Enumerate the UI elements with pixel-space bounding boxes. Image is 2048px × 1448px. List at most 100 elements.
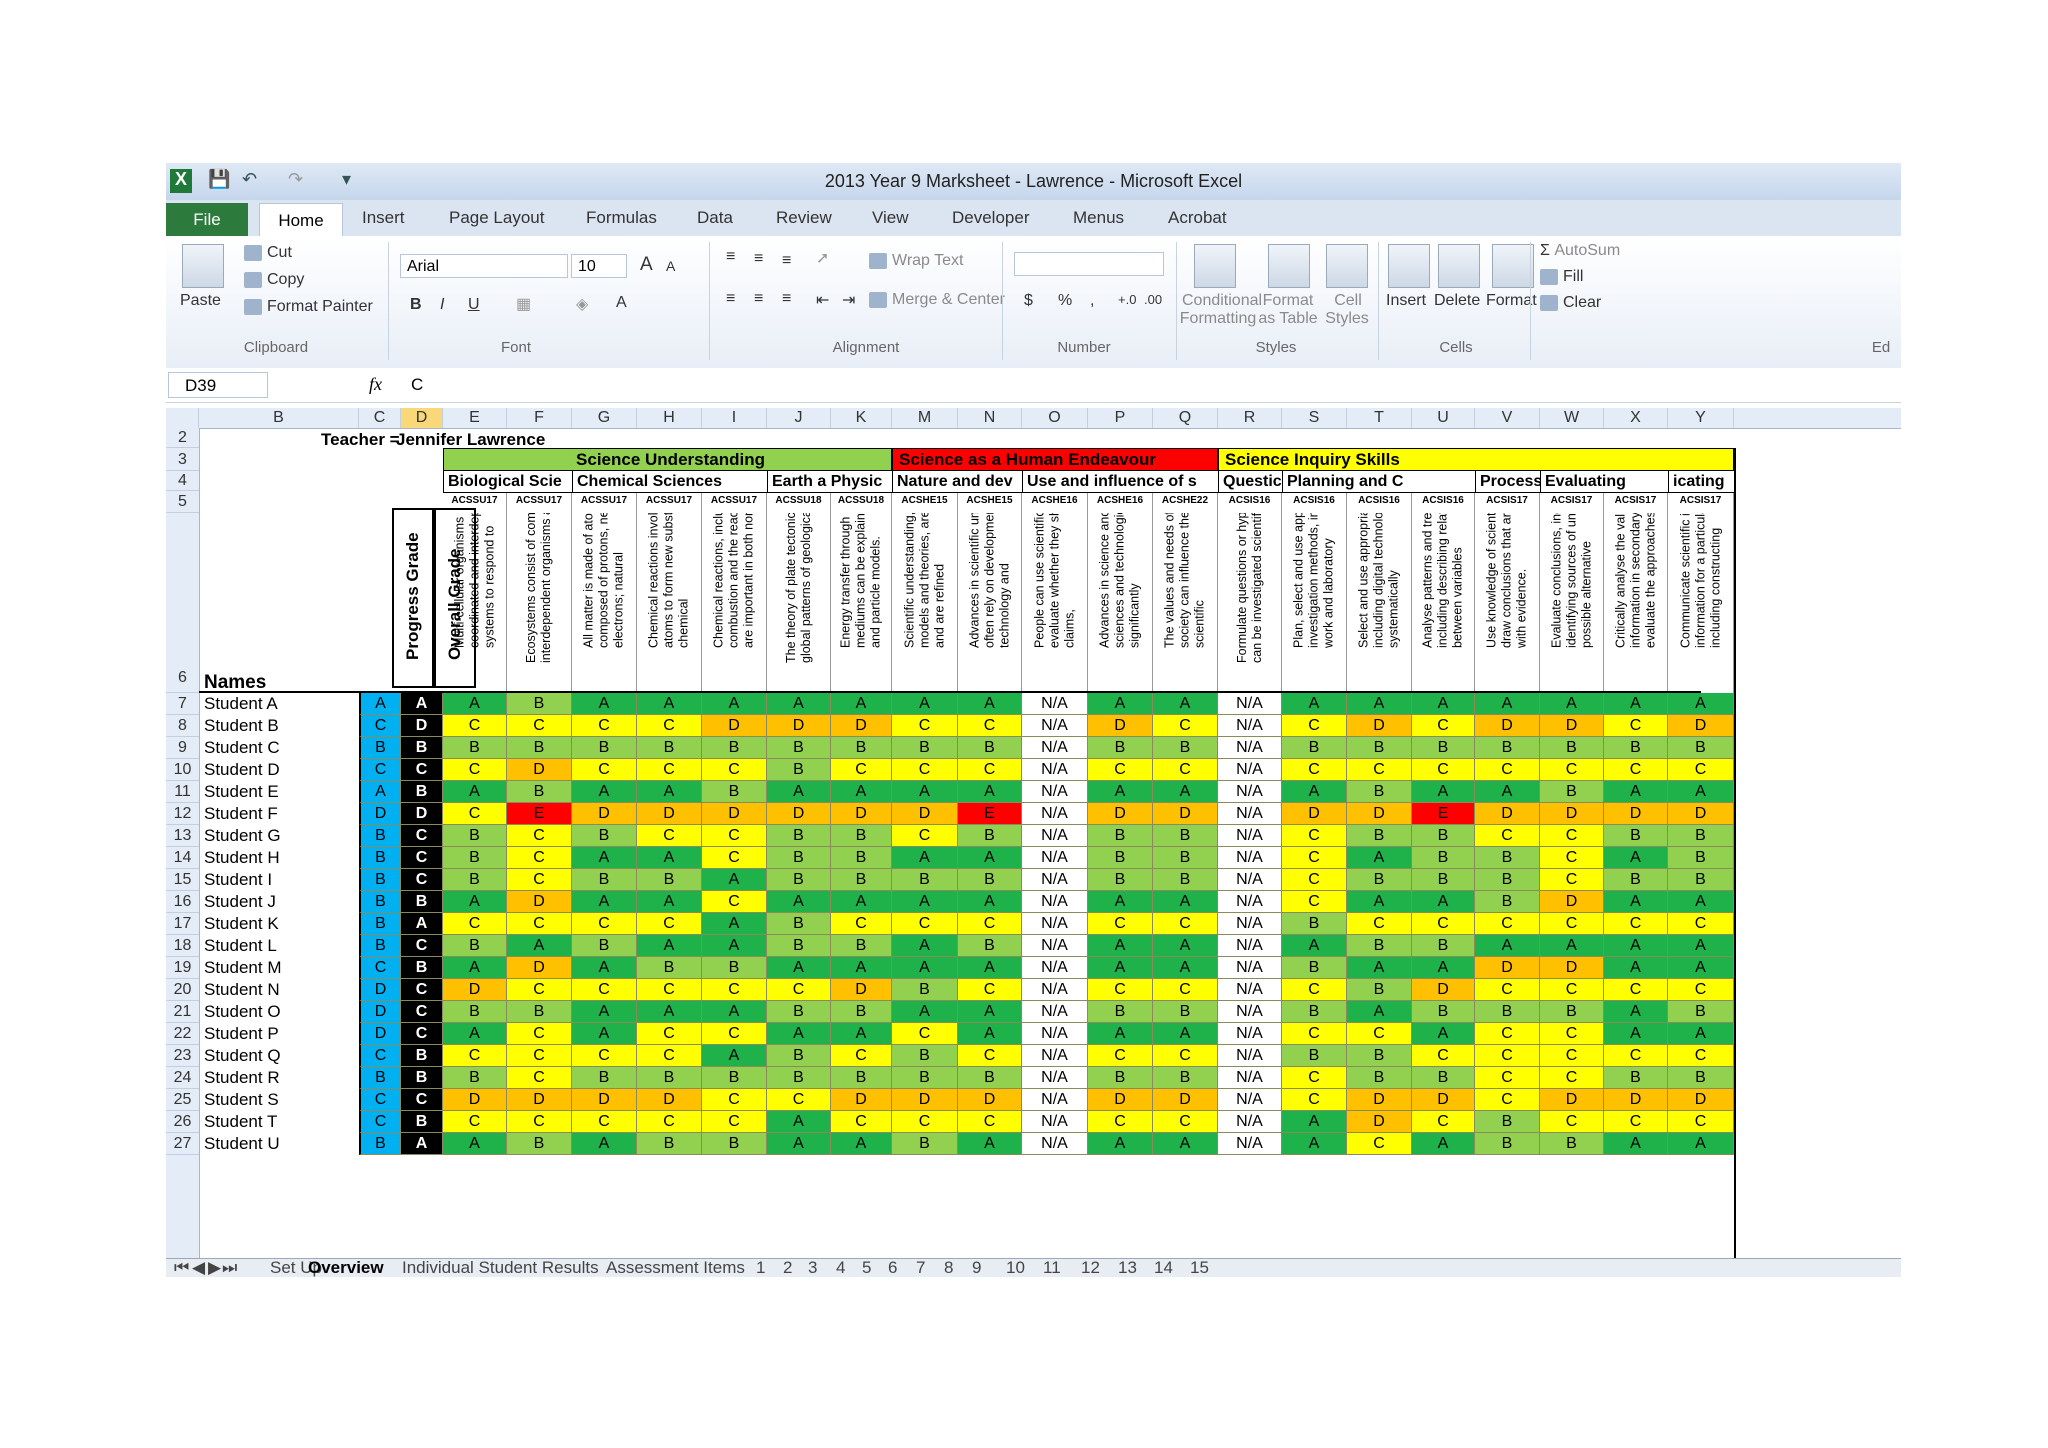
sheet-tab-6[interactable]: 6 (888, 1258, 898, 1277)
grade-cell[interactable]: C (443, 1045, 507, 1067)
grade-cell[interactable]: B (831, 1067, 892, 1089)
grade-cell[interactable]: C (1540, 1045, 1604, 1067)
grade-cell[interactable]: C (1540, 1111, 1604, 1133)
grade-cell[interactable]: C (507, 1111, 572, 1133)
grade-cell[interactable]: B (572, 869, 637, 891)
grade-cell[interactable]: B (507, 737, 572, 759)
grade-cell[interactable]: A (1412, 957, 1475, 979)
grade-cell[interactable]: A (1540, 693, 1604, 715)
grade-cell[interactable]: B (767, 869, 831, 891)
grade-cell[interactable]: C (443, 803, 507, 825)
insert-cells-icon[interactable] (1388, 244, 1430, 288)
grade-cell[interactable]: B (1282, 1001, 1347, 1023)
progress-grade-cell[interactable]: C (359, 759, 401, 781)
grade-cell[interactable]: C (892, 1111, 958, 1133)
progress-grade-cell[interactable]: B (359, 891, 401, 913)
grade-cell[interactable]: N/A (1022, 869, 1088, 891)
progress-grade-cell[interactable]: D (359, 1001, 401, 1023)
column-header-o[interactable]: O (1022, 408, 1088, 428)
grade-cell[interactable]: A (831, 1023, 892, 1045)
grade-cell[interactable]: B (507, 781, 572, 803)
grade-cell[interactable]: C (1668, 979, 1734, 1001)
grade-cell[interactable]: A (507, 935, 572, 957)
grade-cell[interactable]: A (572, 1023, 637, 1045)
grade-cell[interactable]: D (1347, 715, 1412, 737)
grade-cell[interactable]: B (702, 781, 767, 803)
grade-cell[interactable]: B (1153, 1001, 1218, 1023)
insert-cells-button[interactable]: Insert (1386, 292, 1427, 309)
grade-cell[interactable]: B (1412, 1001, 1475, 1023)
cell-styles-label-1[interactable]: Cell (1334, 292, 1362, 309)
sheet-tab-2[interactable]: 2 (783, 1258, 793, 1277)
grade-cell[interactable]: C (702, 825, 767, 847)
name-box[interactable]: D39 (168, 372, 268, 398)
grade-cell[interactable]: C (1153, 979, 1218, 1001)
grade-cell[interactable]: C (507, 913, 572, 935)
grade-cell[interactable]: A (1604, 1001, 1668, 1023)
grade-cell[interactable]: A (1604, 935, 1668, 957)
grade-cell[interactable]: B (892, 737, 958, 759)
fill-color-icon[interactable]: ◈ (576, 296, 589, 313)
grade-cell[interactable]: C (1412, 759, 1475, 781)
column-header-c[interactable]: C (359, 408, 401, 428)
overall-grade-cell[interactable]: B (401, 1067, 443, 1089)
grade-cell[interactable]: C (1475, 759, 1540, 781)
grade-cell[interactable]: D (1540, 803, 1604, 825)
grade-cell[interactable]: N/A (1218, 1045, 1282, 1067)
grade-cell[interactable]: C (958, 1111, 1022, 1133)
grade-cell[interactable]: D (1540, 715, 1604, 737)
grade-cell[interactable]: A (892, 891, 958, 913)
grade-cell[interactable]: A (1604, 781, 1668, 803)
undo-icon[interactable]: ↶ (242, 169, 258, 189)
grade-cell[interactable]: N/A (1218, 869, 1282, 891)
grade-cell[interactable]: B (1088, 869, 1153, 891)
grade-cell[interactable]: N/A (1022, 935, 1088, 957)
grade-cell[interactable]: C (443, 759, 507, 781)
grade-cell[interactable]: B (702, 1133, 767, 1155)
italic-button[interactable]: I (440, 296, 445, 313)
grade-cell[interactable]: N/A (1022, 825, 1088, 847)
font-size-select[interactable]: 10 (571, 254, 627, 278)
row-header-16[interactable]: 16 (166, 891, 199, 913)
grade-cell[interactable]: B (892, 979, 958, 1001)
grade-cell[interactable]: D (507, 957, 572, 979)
percent-button[interactable]: % (1058, 292, 1073, 309)
grade-cell[interactable]: B (1153, 869, 1218, 891)
row-header-21[interactable]: 21 (166, 1001, 199, 1023)
align-bottom-icon[interactable]: ≡ (782, 252, 792, 269)
grade-cell[interactable]: B (1412, 737, 1475, 759)
grade-cell[interactable]: N/A (1022, 847, 1088, 869)
grade-cell[interactable]: C (1282, 1089, 1347, 1111)
grade-cell[interactable]: B (1668, 737, 1734, 759)
progress-grade-cell[interactable]: B (359, 935, 401, 957)
sheet-tab-overview[interactable]: Overview (308, 1258, 384, 1277)
grade-cell[interactable]: B (1347, 869, 1412, 891)
grade-cell[interactable]: A (637, 1001, 702, 1023)
grade-cell[interactable]: N/A (1022, 1089, 1088, 1111)
grade-cell[interactable]: A (892, 847, 958, 869)
sheet-tab-15[interactable]: 15 (1190, 1258, 1209, 1277)
progress-grade-cell[interactable]: A (359, 781, 401, 803)
tab-review[interactable]: Review (776, 208, 832, 227)
grade-cell[interactable]: C (831, 913, 892, 935)
column-header-v[interactable]: V (1475, 408, 1540, 428)
wrap-text-button[interactable]: Wrap Text (869, 252, 963, 270)
grade-cell[interactable]: C (1153, 1045, 1218, 1067)
row-header-17[interactable]: 17 (166, 913, 199, 935)
overall-grade-cell[interactable]: A (401, 913, 443, 935)
grade-cell[interactable]: E (507, 803, 572, 825)
prev-sheet-icon[interactable]: ◀ (192, 1258, 206, 1277)
grade-cell[interactable]: A (1153, 1133, 1218, 1155)
overall-grade-cell[interactable]: C (401, 869, 443, 891)
overall-grade-cell[interactable]: C (401, 1023, 443, 1045)
grade-cell[interactable]: C (637, 1045, 702, 1067)
grade-cell[interactable]: B (507, 1001, 572, 1023)
overall-grade-cell[interactable]: D (401, 803, 443, 825)
grade-cell[interactable]: A (637, 891, 702, 913)
grade-cell[interactable]: A (1604, 957, 1668, 979)
tab-data[interactable]: Data (697, 208, 733, 227)
grade-cell[interactable]: B (1088, 737, 1153, 759)
grade-cell[interactable]: C (443, 1111, 507, 1133)
grade-cell[interactable]: C (507, 1023, 572, 1045)
grade-cell[interactable]: A (1153, 781, 1218, 803)
